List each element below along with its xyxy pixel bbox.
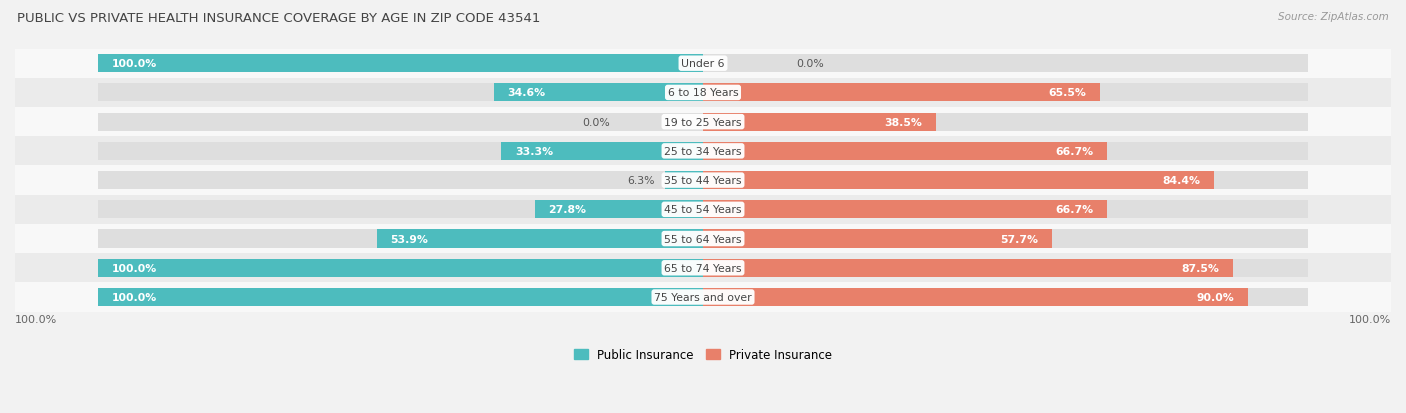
Bar xyxy=(703,84,1309,102)
Text: 75 Years and over: 75 Years and over xyxy=(654,292,752,302)
Legend: Public Insurance, Private Insurance: Public Insurance, Private Insurance xyxy=(569,343,837,366)
Bar xyxy=(665,172,703,190)
Bar xyxy=(15,137,1391,166)
Text: 57.7%: 57.7% xyxy=(1001,234,1039,244)
Bar xyxy=(703,288,1309,306)
Bar xyxy=(703,84,1099,102)
Bar xyxy=(97,113,703,131)
Text: 84.4%: 84.4% xyxy=(1163,176,1201,186)
Bar xyxy=(703,142,1107,161)
Text: 0.0%: 0.0% xyxy=(796,59,824,69)
Bar xyxy=(703,113,1309,131)
Text: 34.6%: 34.6% xyxy=(508,88,546,98)
Text: Under 6: Under 6 xyxy=(682,59,724,69)
Bar xyxy=(15,283,1391,312)
Text: 100.0%: 100.0% xyxy=(111,59,156,69)
Bar xyxy=(502,142,703,161)
Bar xyxy=(97,259,703,277)
Bar xyxy=(15,166,1391,195)
Text: 0.0%: 0.0% xyxy=(582,117,610,127)
Bar xyxy=(703,230,1309,248)
Text: 25 to 34 Years: 25 to 34 Years xyxy=(664,147,742,157)
Bar xyxy=(15,195,1391,224)
Text: PUBLIC VS PRIVATE HEALTH INSURANCE COVERAGE BY AGE IN ZIP CODE 43541: PUBLIC VS PRIVATE HEALTH INSURANCE COVER… xyxy=(17,12,540,25)
Bar xyxy=(97,55,703,73)
Text: 100.0%: 100.0% xyxy=(1348,314,1391,324)
Text: 6 to 18 Years: 6 to 18 Years xyxy=(668,88,738,98)
Bar xyxy=(97,288,703,306)
Bar xyxy=(703,142,1309,161)
Text: 55 to 64 Years: 55 to 64 Years xyxy=(664,234,742,244)
Text: 6.3%: 6.3% xyxy=(627,176,655,186)
Text: 90.0%: 90.0% xyxy=(1197,292,1234,302)
Bar xyxy=(97,142,703,161)
Bar xyxy=(15,108,1391,137)
Bar xyxy=(703,201,1309,219)
Bar xyxy=(703,201,1107,219)
Bar xyxy=(494,84,703,102)
Bar xyxy=(97,55,703,73)
Text: 65.5%: 65.5% xyxy=(1047,88,1085,98)
Bar xyxy=(97,172,703,190)
Bar xyxy=(97,288,703,306)
Bar xyxy=(97,259,703,277)
Bar xyxy=(97,201,703,219)
Text: Source: ZipAtlas.com: Source: ZipAtlas.com xyxy=(1278,12,1389,22)
Text: 19 to 25 Years: 19 to 25 Years xyxy=(664,117,742,127)
Bar xyxy=(703,230,1052,248)
Bar xyxy=(15,78,1391,108)
Bar xyxy=(97,84,703,102)
Text: 66.7%: 66.7% xyxy=(1054,205,1092,215)
Text: 38.5%: 38.5% xyxy=(884,117,922,127)
Bar xyxy=(703,288,1249,306)
Bar xyxy=(15,50,1391,78)
Bar xyxy=(703,55,1309,73)
Bar xyxy=(97,230,703,248)
Text: 33.3%: 33.3% xyxy=(515,147,554,157)
Bar xyxy=(534,201,703,219)
Bar xyxy=(703,172,1213,190)
Text: 45 to 54 Years: 45 to 54 Years xyxy=(664,205,742,215)
Text: 66.7%: 66.7% xyxy=(1054,147,1092,157)
Text: 100.0%: 100.0% xyxy=(111,292,156,302)
Text: 65 to 74 Years: 65 to 74 Years xyxy=(664,263,742,273)
Bar xyxy=(703,259,1233,277)
Text: 27.8%: 27.8% xyxy=(548,205,586,215)
Bar xyxy=(703,259,1309,277)
Text: 100.0%: 100.0% xyxy=(111,263,156,273)
Bar xyxy=(15,224,1391,254)
Bar xyxy=(703,113,936,131)
Text: 35 to 44 Years: 35 to 44 Years xyxy=(664,176,742,186)
Text: 100.0%: 100.0% xyxy=(15,314,58,324)
Text: 87.5%: 87.5% xyxy=(1181,263,1219,273)
Bar xyxy=(15,254,1391,283)
Bar xyxy=(377,230,703,248)
Bar xyxy=(703,172,1309,190)
Text: 53.9%: 53.9% xyxy=(391,234,429,244)
